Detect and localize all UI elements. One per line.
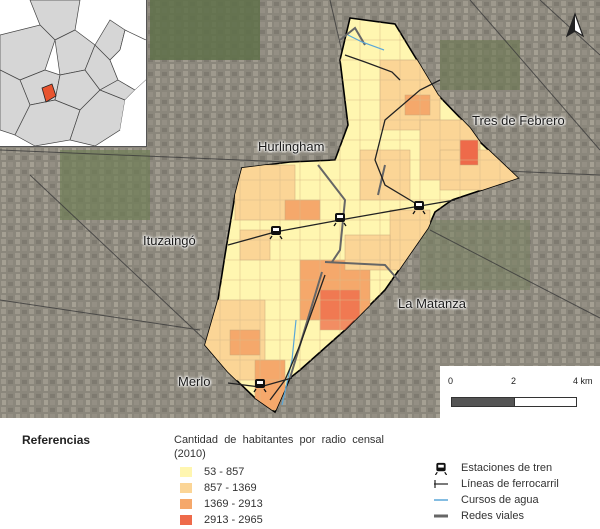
legend-title: Referencias [22,433,91,447]
road-network-icon [433,510,449,522]
train-station-icon[interactable] [269,226,283,240]
legend-symbol-label: Redes viales [461,510,524,522]
map-panel[interactable]: Hurlingham Tres de Febrero Ituzaingó La … [0,0,600,418]
railway-line-icon [433,478,449,490]
train-station-icon[interactable] [333,213,347,227]
legend-class-2: 857 - 1369 [180,481,257,495]
scale-segment-light [514,397,577,407]
choropleth-title: Cantidad de habitantes por radio censal … [174,434,384,460]
legend-symbol-stations: Estaciones de tren [433,461,552,475]
train-station-icon[interactable] [253,379,267,393]
legend-class-1: 53 - 857 [180,465,244,479]
legend-symbol-water: Cursos de agua [433,493,539,507]
train-station-icon[interactable] [412,201,426,215]
legend-class-label: 1369 - 2913 [204,498,263,510]
green-area [60,150,150,220]
legend-symbol-label: Cursos de agua [461,494,539,506]
green-area [150,0,260,60]
legend: Referencias Cantidad de habitantes por r… [0,418,600,529]
label-la-matanza: La Matanza [398,296,466,311]
north-arrow-icon [560,10,590,44]
green-area [420,220,530,290]
scale-tick-4: 4 km [573,376,593,386]
legend-class-3: 1369 - 2913 [180,497,263,511]
inset-highlight-district [41,83,57,103]
legend-swatch [180,483,192,493]
inset-map-canvas [0,0,146,146]
scale-segment-dark [451,397,515,407]
map-canvas [0,0,600,418]
scale-tick-0: 0 [448,376,454,386]
watercourse-icon [433,494,449,506]
scale-bar: 0 2 4 km [440,366,600,418]
label-hurlingham: Hurlingham [258,139,325,154]
legend-swatch [180,467,192,477]
legend-symbol-label: Estaciones de tren [461,462,553,474]
green-area [440,40,520,90]
legend-class-label: 2913 - 2965 [204,514,263,526]
legend-class-label: 53 - 857 [204,466,245,478]
legend-symbol-railway: Líneas de ferrocarril [433,477,559,491]
legend-swatch [180,499,192,509]
label-merlo: Merlo [178,374,211,389]
legend-class-4: 2913 - 2965 [180,513,263,527]
scale-tick-2: 2 [511,376,517,386]
legend-symbol-roads: Redes viales [433,509,524,523]
inset-locator-map[interactable] [0,0,147,147]
watercourses [281,34,385,406]
legend-class-label: 857 - 1369 [204,482,257,494]
label-tres-de-febrero: Tres de Febrero [472,113,565,128]
legend-swatch [180,515,192,525]
train-stations [253,201,426,393]
label-ituzaingo: Ituzaingó [143,233,196,248]
train-station-icon [433,462,449,475]
district-road-network [289,26,401,379]
legend-symbol-label: Líneas de ferrocarril [461,478,559,490]
